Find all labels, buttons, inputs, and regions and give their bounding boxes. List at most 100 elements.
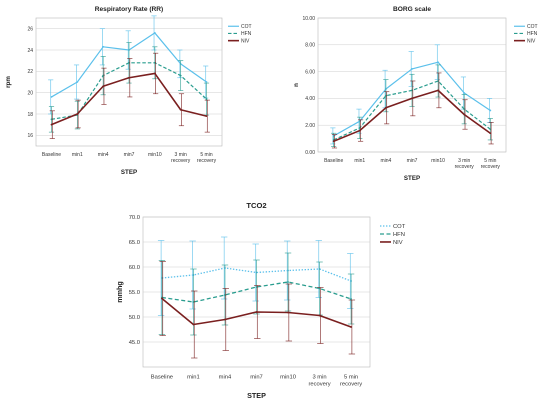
x-tick-label: min10: [148, 152, 162, 158]
data-point: [50, 96, 53, 98]
series-hfn: [48, 42, 210, 133]
series-niv: [159, 261, 356, 359]
y-axis-label: rpm: [5, 76, 12, 88]
data-point: [192, 323, 195, 326]
y-tick-label: 70.0: [129, 215, 140, 221]
x-tick-label: 5 min recovery: [340, 375, 362, 388]
data-point: [437, 89, 440, 92]
x-tick-label: min1: [187, 375, 200, 381]
data-point: [350, 326, 352, 328]
y-tick-label: 20: [27, 90, 33, 96]
y-tick-label: 8.00: [305, 43, 315, 49]
data-point: [287, 281, 289, 283]
data-point: [50, 118, 53, 121]
x-tick-label: 3 min recovery: [171, 152, 191, 164]
y-tick-label: 0.00: [305, 150, 315, 156]
legend-label-niv: NIV: [527, 38, 536, 44]
data-point: [153, 32, 156, 34]
data-point: [205, 115, 208, 118]
x-tick-label: min7: [124, 152, 135, 158]
x-tick-label: min10: [280, 375, 296, 381]
data-point: [205, 81, 208, 83]
x-tick-label: min1: [354, 158, 365, 164]
x-tick-label: 5 min recovery: [197, 152, 217, 164]
y-tick-label: 26: [27, 26, 33, 32]
y-tick-label: 10.00: [302, 16, 315, 22]
x-tick-label: min7: [407, 158, 418, 164]
series-niv: [331, 72, 494, 149]
data-point: [102, 85, 105, 88]
y-tick-label: 45.0: [129, 340, 140, 346]
y-tick-label: 22: [27, 69, 33, 75]
chart-title: Respiratory Rate (RR): [95, 6, 164, 13]
data-point: [463, 113, 466, 116]
x-axis-label: STEP: [247, 391, 266, 400]
x-axis-label: STEP: [121, 169, 137, 176]
y-tick-label: 16: [27, 133, 33, 139]
data-point: [50, 123, 53, 126]
y-tick-label: 4.00: [305, 96, 315, 102]
legend: COT HFN NIV: [380, 224, 406, 246]
y-tick-label: 55.0: [129, 290, 140, 296]
legend-label-hfn: HFN: [393, 232, 405, 238]
legend-label-cot: COT: [241, 24, 252, 30]
data-point: [350, 298, 352, 300]
data-point: [318, 314, 321, 317]
y-tick-label: 50.0: [129, 315, 140, 321]
data-point: [76, 113, 79, 115]
x-tick-label: min7: [250, 375, 263, 381]
x-tick-label: Baseline: [324, 158, 343, 164]
legend-label-hfn: HFN: [241, 31, 252, 37]
x-tick-label: 3 min recovery: [308, 375, 330, 388]
data-point: [287, 311, 289, 314]
data-point: [161, 297, 163, 300]
x-tick-label: min4: [219, 375, 232, 381]
y-tick-label: 65.0: [129, 240, 140, 246]
y-tick-label: 2.00: [305, 123, 315, 129]
series-niv: [49, 52, 210, 139]
respiratory-rate-chart: 16 18 20 22 24 26 Baseline min1 min4 min7 min10 3 m…: [5, 6, 252, 176]
y-axis-label: n: [293, 83, 300, 87]
data-point: [437, 61, 440, 64]
legend-label-hfn: HFN: [527, 31, 538, 37]
data-point: [489, 109, 492, 112]
legend-label-cot: COT: [393, 224, 406, 230]
tco2-chart: 45.0 50.0 55.0 60.0 65.0 70.0 Baseline min1 min4…: [115, 201, 406, 400]
data-point: [205, 98, 208, 100]
borg-scale-chart: 0.00 2.00 4.00 6.00 8.00 10.00 Baseline min1 min…: [293, 6, 538, 182]
data-point: [179, 108, 182, 111]
data-point: [358, 129, 361, 132]
x-axis-label: STEP: [404, 175, 420, 182]
data-point: [411, 97, 413, 100]
data-point: [489, 132, 492, 135]
data-point: [128, 76, 130, 79]
data-point: [255, 311, 258, 313]
legend-label-niv: NIV: [393, 240, 403, 246]
data-point: [102, 45, 105, 48]
data-point: [384, 106, 387, 109]
data-point: [384, 94, 387, 97]
data-point: [224, 318, 226, 321]
y-tick-label: 60.0: [129, 265, 140, 271]
data-point: [76, 81, 79, 83]
data-point: [332, 140, 335, 143]
x-tick-label: min4: [98, 152, 109, 158]
data-point: [463, 92, 466, 94]
x-tick-label: 5 min recovery: [481, 158, 501, 170]
x-tick-label: min1: [72, 152, 83, 158]
series-hfn: [331, 64, 493, 147]
chart-title: TCO2: [246, 201, 266, 210]
x-tick-label: min10: [431, 158, 445, 164]
y-tick-label: 24: [27, 48, 33, 54]
chart-title: BORG scale: [393, 6, 431, 13]
data-point: [179, 74, 182, 77]
y-axis-label: mmhg: [115, 281, 124, 303]
y-tick-label: 6.00: [305, 69, 315, 75]
x-tick-label: 3 min recovery: [455, 158, 475, 170]
data-point: [411, 68, 413, 70]
x-tick-label: Baseline: [42, 152, 61, 158]
legend-label-cot: COT: [527, 24, 538, 30]
